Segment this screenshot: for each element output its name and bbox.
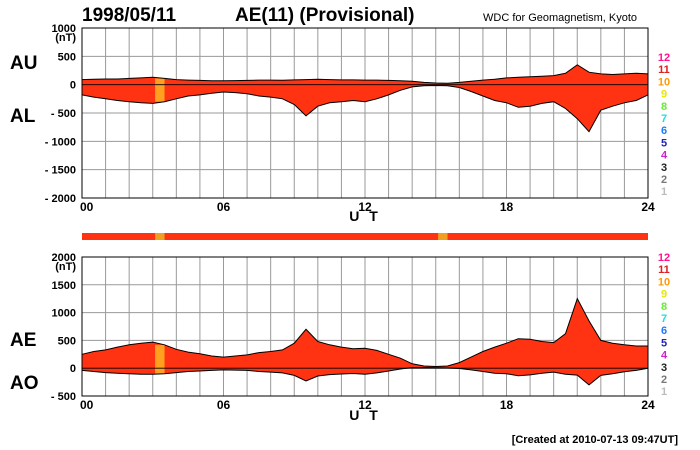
au-al-panel: 1000 500 0 - 500 - 1000 - 1500 - 2000 00 06 12 18 2… xyxy=(45,23,655,214)
x-tick-label: 24 xyxy=(641,200,655,214)
unit-label-bottom: (nT) xyxy=(55,261,76,273)
status-bar-highlight xyxy=(155,233,165,240)
legend-count-10: 10 xyxy=(658,76,670,88)
legend-count-12: 12 xyxy=(658,52,670,64)
x-tick-label: 12 xyxy=(358,398,372,412)
y-tick-label: 1000 xyxy=(52,23,76,35)
x-tick-label: 18 xyxy=(500,200,514,214)
data-status-bar xyxy=(82,233,648,240)
plot-frame xyxy=(81,27,649,199)
unit-label-top: (nT) xyxy=(55,32,76,44)
legend-count-6: 6 xyxy=(661,125,667,137)
y-tick-label: 500 xyxy=(58,335,76,347)
y-tick-label: 0 xyxy=(70,80,76,92)
x-tick-label: 06 xyxy=(217,200,231,214)
y-tick-label: 1000 xyxy=(52,308,76,320)
x-tick-label: 00 xyxy=(80,200,94,214)
legend-count-8: 8 xyxy=(661,101,667,113)
status-bar-fill xyxy=(82,233,648,240)
y-tick-label: - 1500 xyxy=(45,165,76,177)
ae-label: AE xyxy=(10,330,36,351)
index-title: AE(11) (Provisional) xyxy=(235,5,415,26)
reduced-station-highlight xyxy=(155,344,165,374)
series-line-ae xyxy=(81,297,648,368)
series-line-ao xyxy=(81,367,649,386)
index-range-area xyxy=(82,64,648,132)
legend-count-2: 2 xyxy=(661,374,667,386)
ao-label: AO xyxy=(10,373,39,394)
x-tick-label: 12 xyxy=(358,200,372,214)
source-label: WDC for Geomagnetism, Kyoto xyxy=(483,12,637,24)
legend-count-7: 7 xyxy=(661,113,667,125)
legend-count-11: 11 xyxy=(658,264,670,276)
reduced-station-highlight xyxy=(155,78,165,102)
legend-count-1: 1 xyxy=(661,386,667,398)
series-line-au xyxy=(81,64,649,84)
legend-count-5: 5 xyxy=(661,337,667,349)
legend-count-4: 4 xyxy=(661,350,668,362)
series-line-al xyxy=(81,84,649,133)
y-tick-label: 1500 xyxy=(52,280,76,292)
legend-count-3: 3 xyxy=(661,162,667,174)
y-tick-label: 2000 xyxy=(52,252,76,264)
x-axis-label-top: U T xyxy=(349,208,381,224)
legend-count-5: 5 xyxy=(661,137,667,149)
ae-ao-panel: 2000 1500 1000 500 0 - 500 00 06 12 18 24 xyxy=(51,252,655,412)
y-tick-label: - 2000 xyxy=(45,193,76,205)
legend-count-9: 9 xyxy=(661,289,667,301)
y-tick-label: 500 xyxy=(58,51,76,63)
legend-count-1: 1 xyxy=(661,186,667,198)
plot-frame xyxy=(81,256,649,397)
legend-count-8: 8 xyxy=(661,301,667,313)
legend-count-9: 9 xyxy=(661,89,667,101)
legend-count-12: 12 xyxy=(658,252,670,264)
x-axis-label-bottom: U T xyxy=(349,407,381,423)
y-tick-label: - 500 xyxy=(51,391,76,403)
legend-count-3: 3 xyxy=(661,362,667,374)
al-label: AL xyxy=(10,106,36,127)
legend-count-4: 4 xyxy=(661,150,668,162)
legend-count-7: 7 xyxy=(661,313,667,325)
date-title: 1998/05/11 xyxy=(82,5,176,26)
legend-count-11: 11 xyxy=(658,64,670,76)
created-timestamp: [Created at 2010-07-13 09:47UT] xyxy=(512,434,679,446)
x-tick-label: 06 xyxy=(217,398,231,412)
legend-count-6: 6 xyxy=(661,325,667,337)
legend-count-10: 10 xyxy=(658,276,670,288)
status-bar-highlight xyxy=(438,233,448,240)
x-tick-label: 00 xyxy=(80,398,94,412)
legend-count-2: 2 xyxy=(661,174,667,186)
au-label: AU xyxy=(10,53,37,74)
index-range-area xyxy=(82,298,648,385)
x-tick-label: 24 xyxy=(641,398,655,412)
y-tick-label: - 1000 xyxy=(45,136,76,148)
x-tick-label: 18 xyxy=(500,398,514,412)
y-tick-label: 0 xyxy=(70,363,76,375)
y-tick-label: - 500 xyxy=(51,108,76,120)
